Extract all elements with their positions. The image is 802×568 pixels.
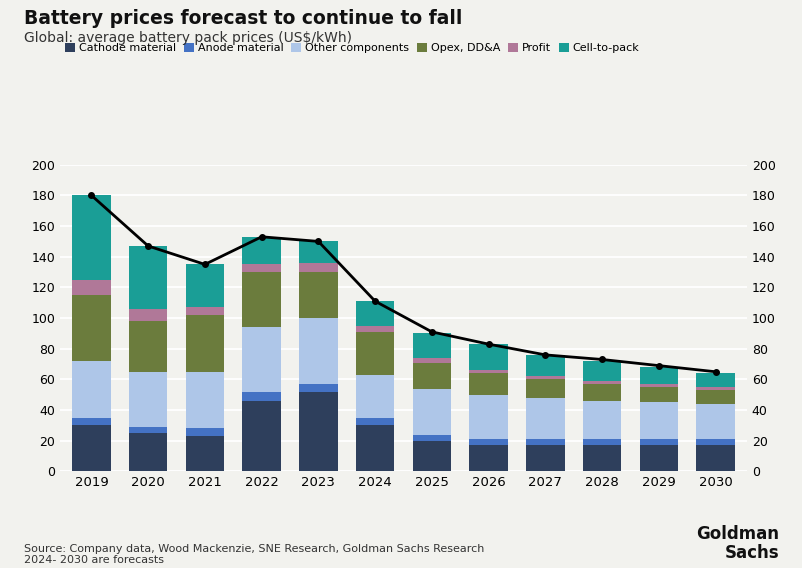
Legend: Cathode material, Anode material, Other components, Opex, DD&A, Profit, Cell-to-: Cathode material, Anode material, Other … [65, 43, 638, 53]
Bar [695, 439, 734, 445]
Bar [638, 402, 677, 439]
Bar [355, 375, 394, 418]
Bar [695, 404, 734, 439]
Bar [298, 392, 338, 471]
Bar [638, 439, 677, 445]
Bar [468, 370, 508, 373]
Bar [695, 387, 734, 390]
Bar [185, 264, 224, 307]
Bar [298, 272, 338, 318]
Text: Global: average battery pack prices (US$/kWh): Global: average battery pack prices (US$… [24, 31, 351, 45]
Bar [185, 307, 224, 315]
Bar [355, 301, 394, 325]
Bar [412, 333, 451, 358]
Bar [128, 433, 168, 471]
Bar [185, 315, 224, 371]
Bar [298, 263, 338, 272]
Bar [638, 367, 677, 384]
Bar [468, 395, 508, 439]
Bar [72, 295, 111, 361]
Bar [468, 439, 508, 445]
Bar [695, 390, 734, 404]
Bar [298, 318, 338, 384]
Bar [638, 384, 677, 387]
Bar [242, 392, 281, 401]
Bar [185, 436, 224, 471]
Bar [638, 445, 677, 471]
Bar [72, 418, 111, 425]
Bar [695, 445, 734, 471]
Bar [412, 362, 451, 389]
Bar [242, 237, 281, 265]
Bar [582, 401, 621, 439]
Bar [582, 439, 621, 445]
Bar [525, 398, 564, 439]
Bar [412, 435, 451, 441]
Bar [525, 439, 564, 445]
Bar [525, 445, 564, 471]
Bar [525, 355, 564, 377]
Bar [582, 384, 621, 401]
Bar [355, 418, 394, 425]
Bar [355, 425, 394, 471]
Bar [128, 309, 168, 321]
Bar [72, 361, 111, 418]
Bar [298, 241, 338, 263]
Bar [355, 332, 394, 375]
Bar [128, 371, 168, 427]
Bar [468, 373, 508, 395]
Text: Source: Company data, Wood Mackenzie, SNE Research, Goldman Sachs Research
2024-: Source: Company data, Wood Mackenzie, SN… [24, 544, 484, 565]
Bar [695, 373, 734, 387]
Bar [412, 441, 451, 471]
Bar [242, 401, 281, 471]
Text: Battery prices forecast to continue to fall: Battery prices forecast to continue to f… [24, 9, 462, 27]
Bar [298, 384, 338, 392]
Bar [185, 371, 224, 428]
Bar [412, 389, 451, 435]
Bar [128, 321, 168, 371]
Bar [525, 379, 564, 398]
Bar [72, 425, 111, 471]
Bar [412, 358, 451, 362]
Bar [582, 445, 621, 471]
Bar [582, 381, 621, 384]
Bar [72, 280, 111, 295]
Bar [638, 387, 677, 402]
Bar [525, 377, 564, 379]
Bar [185, 428, 224, 436]
Text: Goldman
Sachs: Goldman Sachs [695, 525, 778, 562]
Bar [128, 427, 168, 433]
Bar [242, 327, 281, 392]
Bar [582, 361, 621, 381]
Bar [355, 325, 394, 332]
Bar [242, 272, 281, 327]
Bar [72, 195, 111, 280]
Bar [242, 265, 281, 272]
Bar [128, 246, 168, 309]
Bar [468, 445, 508, 471]
Bar [468, 344, 508, 370]
